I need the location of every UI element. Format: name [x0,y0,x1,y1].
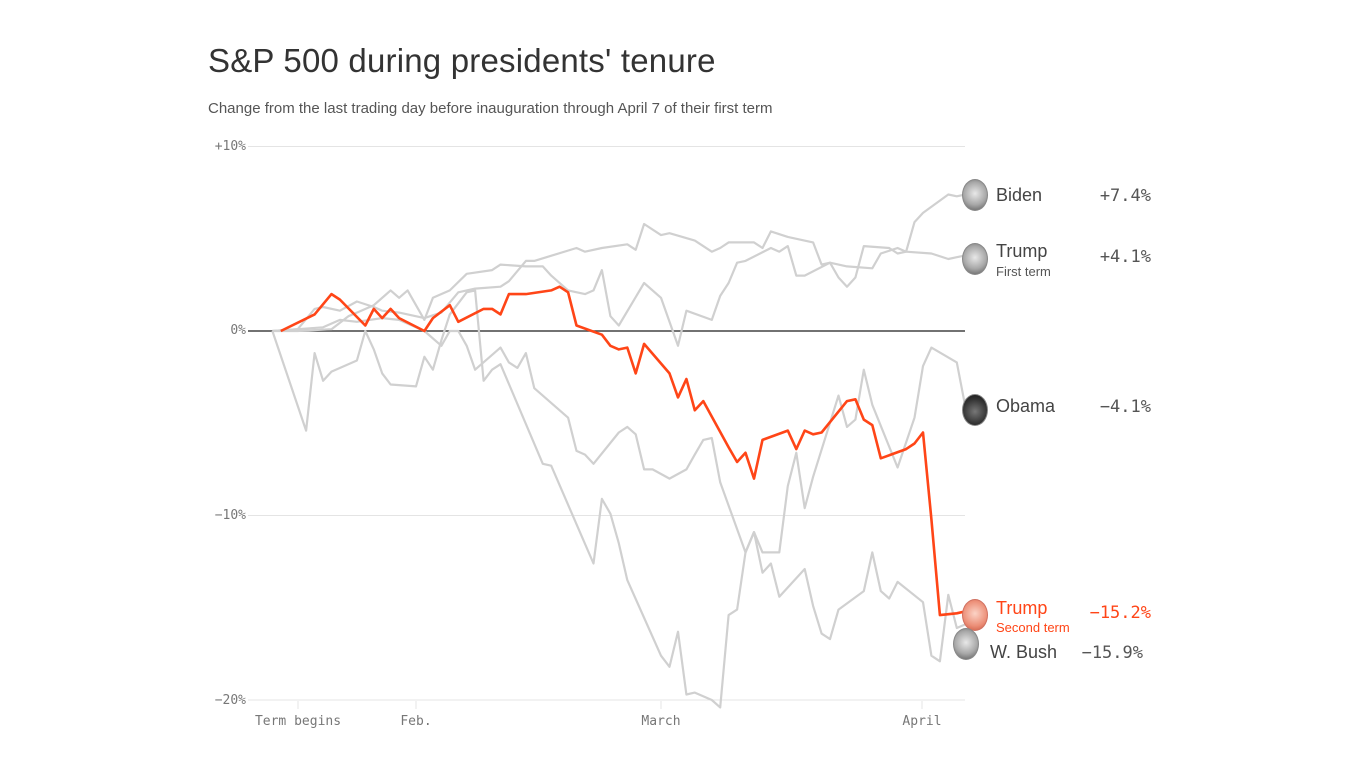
trump-face-icon [962,243,988,275]
series-label-biden: Biden [996,185,1043,205]
series-line-trump-first-term [272,222,966,333]
biden-face-icon [962,179,988,211]
series-line-biden [272,193,966,347]
obama-face-icon [962,394,988,426]
series-label-bush: W. Bush [990,642,1058,662]
y-tick-label: −20% [214,693,246,708]
series-value-trump-first: +4.1% [1099,247,1151,267]
y-tick-label: −10% [214,508,246,523]
chart-title: S&P 500 during presidents' tenure [208,42,716,79]
series-label-trump-second: Trump [996,598,1048,618]
series-line-trump-second-term [280,285,966,617]
x-tick-label: Feb. [400,714,432,729]
series-value-bush: −15.9% [1081,643,1143,663]
series-value-trump-second: −15.2% [1089,603,1151,623]
series-label-trump-first: Trump [996,241,1048,261]
x-tick-label: March [641,714,681,729]
series-value-biden: +7.4% [1099,186,1151,206]
bush-face-icon [953,628,979,660]
series-line-w-bush [271,289,966,709]
series-sublabel-trump-second: Second term [996,620,1070,635]
x-tick-label: April [902,714,942,729]
series-line-obama [272,317,967,554]
trump-face-icon [962,599,988,631]
y-tick-label: +10% [214,139,246,154]
series-sublabel-trump-first: First term [996,264,1051,279]
series-value-obama: −4.1% [1099,397,1151,417]
x-tick-label: Term begins [254,714,342,729]
chart-subtitle: Change from the last trading day before … [208,100,773,117]
y-tick-label: 0% [230,323,246,338]
series-label-obama: Obama [996,396,1056,416]
